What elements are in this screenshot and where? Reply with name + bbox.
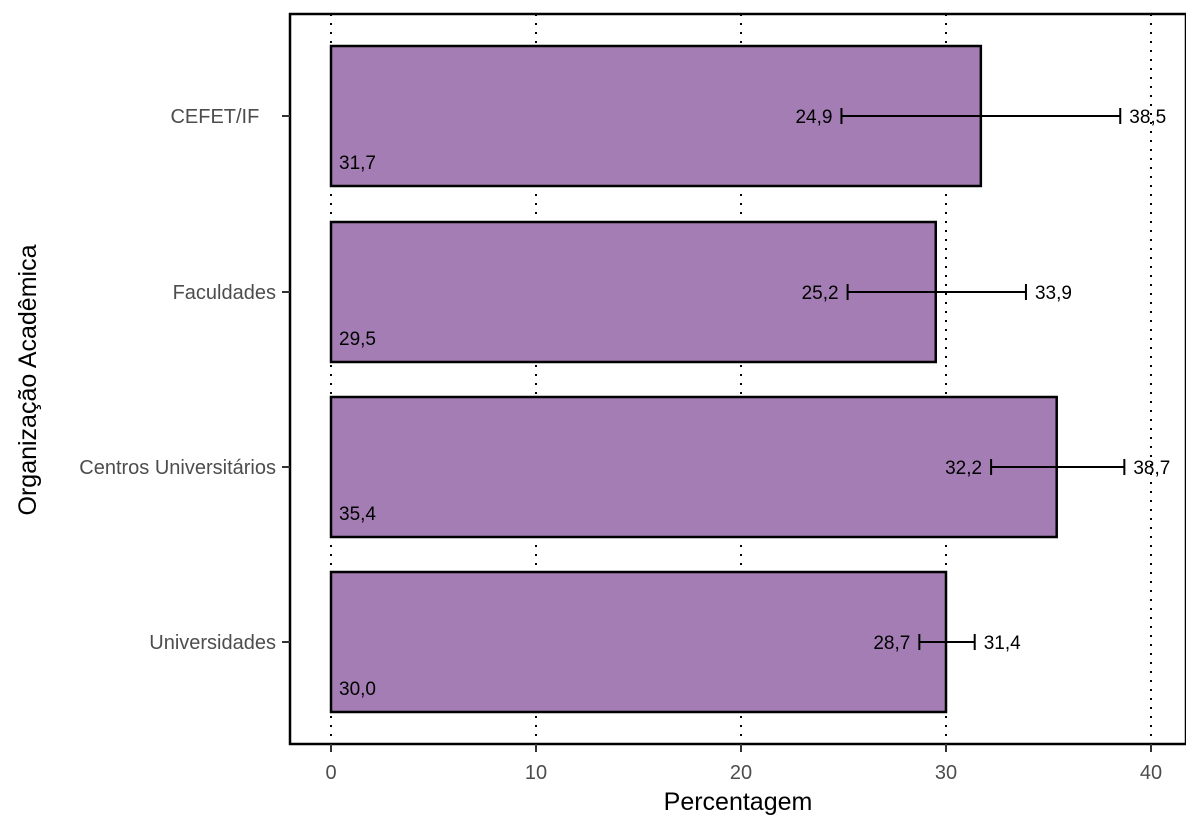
bars [329,44,1058,714]
y-tick-label: Universidades [149,632,276,654]
ci-high-label: 38,7 [1133,458,1170,479]
value-label: 35,4 [339,504,376,525]
ci-high-label: 38,5 [1129,107,1166,128]
error-bars [840,108,1126,650]
x-tick-label: 30 [935,762,957,784]
bar [329,570,948,714]
y-axis-title: Organização Acadêmica [14,244,42,515]
data-labels: 24,9 38,5 31,7 25,2 33,9 29,5 32,2 38,7 35,4 28,7… [339,107,1170,700]
ci-low-label: 24,9 [795,107,832,128]
x-axis-ticks: 0 10 20 30 40 [325,744,1162,784]
x-tick-label: 40 [1140,762,1162,784]
x-tick-label: 10 [525,762,547,784]
x-tick-label: 20 [730,762,752,784]
x-tick-label: 0 [325,762,336,784]
x-axis-title: Percentagem [664,788,813,816]
y-tick-label: Centros Universitários [79,457,276,479]
panel-border [288,12,1186,746]
value-label: 31,7 [339,153,376,174]
ci-high-label: 33,9 [1035,283,1072,304]
ci-low-label: 28,7 [873,633,910,654]
bar [329,395,1058,539]
bar [329,220,937,364]
ci-high-label: 31,4 [984,633,1021,654]
y-tick-label: Faculdades [173,282,276,304]
value-label: 29,5 [339,329,376,350]
y-tick-label: CEFET/IF [170,106,276,128]
value-label: 30,0 [339,679,376,700]
ci-low-label: 25,2 [802,283,839,304]
y-axis-ticks: CEFET/IF Faculdades Centros Universitário… [79,106,290,654]
ci-low-label: 32,2 [945,458,982,479]
